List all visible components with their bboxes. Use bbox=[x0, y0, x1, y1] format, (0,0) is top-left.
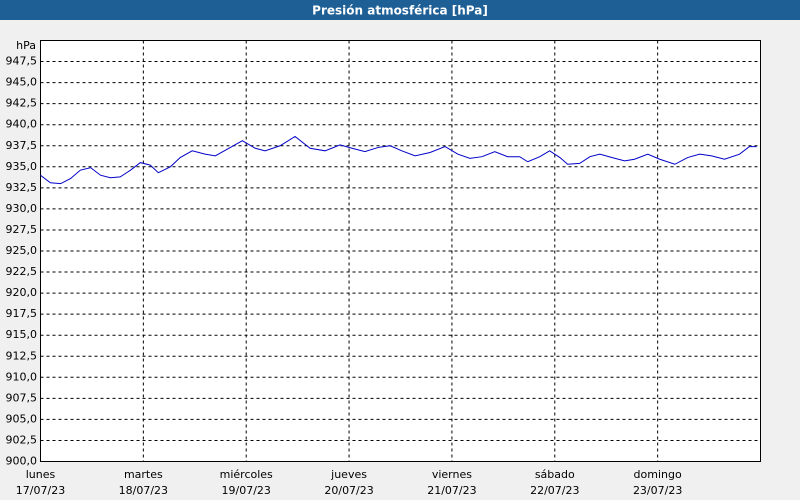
x-tick-date: 20/07/23 bbox=[324, 484, 373, 497]
y-tick-label: 912,5 bbox=[6, 349, 38, 362]
y-tick-label: 935,0 bbox=[6, 160, 38, 173]
y-tick-label: 900,0 bbox=[6, 455, 38, 468]
y-tick-label: 902,5 bbox=[6, 433, 38, 446]
y-tick-label: 915,0 bbox=[6, 328, 38, 341]
y-tick-label: 942,5 bbox=[6, 97, 38, 110]
y-tick-label: 932,5 bbox=[6, 181, 38, 194]
x-tick-date: 17/07/23 bbox=[16, 484, 65, 497]
x-tick-label: lunes bbox=[26, 468, 56, 481]
x-tick-date: 21/07/23 bbox=[427, 484, 476, 497]
plot-border bbox=[40, 40, 761, 462]
x-tick-label: miércoles bbox=[220, 468, 273, 481]
x-tick-label: viernes bbox=[432, 468, 472, 481]
x-tick-date: 23/07/23 bbox=[633, 484, 682, 497]
x-tick-label: jueves bbox=[330, 468, 367, 481]
x-tick-label: martes bbox=[124, 468, 163, 481]
y-tick-label: 930,0 bbox=[6, 202, 38, 215]
title-bar bbox=[0, 0, 800, 20]
chart-title: Presión atmosférica [hPa] bbox=[312, 4, 488, 18]
y-tick-label: 917,5 bbox=[6, 307, 38, 320]
y-tick-label: 925,0 bbox=[6, 244, 38, 257]
y-tick-label: 907,5 bbox=[6, 391, 38, 404]
y-tick-label: 905,0 bbox=[6, 412, 38, 425]
y-tick-label: 937,5 bbox=[6, 139, 38, 152]
x-tick-date: 22/07/23 bbox=[530, 484, 579, 497]
y-tick-label: 920,0 bbox=[6, 286, 38, 299]
pressure-line bbox=[40, 135, 757, 185]
y-tick-label: 940,0 bbox=[6, 118, 38, 131]
y-tick-label: 927,5 bbox=[6, 223, 38, 236]
x-tick-date: 19/07/23 bbox=[222, 484, 271, 497]
x-tick-label: domingo bbox=[634, 468, 682, 481]
y-axis-label: hPa bbox=[16, 39, 36, 52]
x-tick-label: sábado bbox=[535, 468, 575, 481]
y-tick-label: 922,5 bbox=[6, 265, 38, 278]
y-tick-label: 945,0 bbox=[6, 76, 38, 89]
y-tick-label: 947,5 bbox=[6, 55, 38, 68]
x-tick-date: 18/07/23 bbox=[119, 484, 168, 497]
y-tick-label: 910,0 bbox=[6, 370, 38, 383]
